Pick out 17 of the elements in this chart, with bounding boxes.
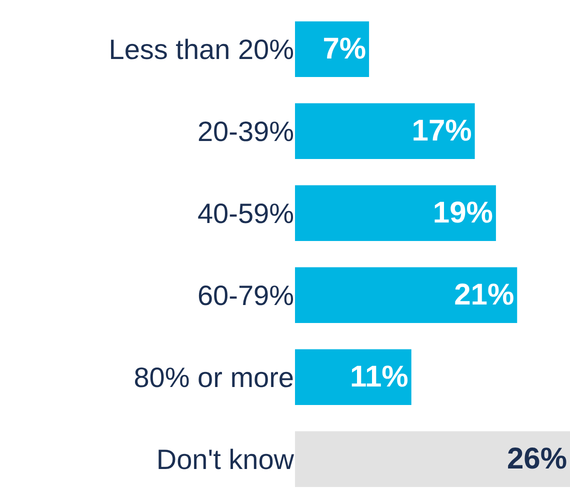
bar bbox=[295, 431, 570, 487]
y-tick-label: 80% or more bbox=[134, 362, 294, 393]
bar bbox=[295, 103, 475, 160]
bar bbox=[295, 185, 496, 242]
data-label: 19% bbox=[432, 196, 493, 230]
y-tick-label: 40-59% bbox=[197, 198, 294, 229]
data-label: 21% bbox=[454, 278, 514, 312]
y-tick-label: 60-79% bbox=[197, 280, 294, 311]
bar bbox=[295, 267, 518, 324]
data-label: 26% bbox=[506, 442, 567, 476]
y-tick-label: 20-39% bbox=[197, 116, 294, 147]
y-tick-label: Less than 20% bbox=[108, 34, 294, 65]
bar bbox=[295, 349, 412, 405]
data-label: 17% bbox=[412, 114, 472, 148]
y-tick-label: Don't know bbox=[156, 444, 295, 475]
data-label: 7% bbox=[322, 32, 366, 66]
data-label: 11% bbox=[350, 360, 408, 394]
